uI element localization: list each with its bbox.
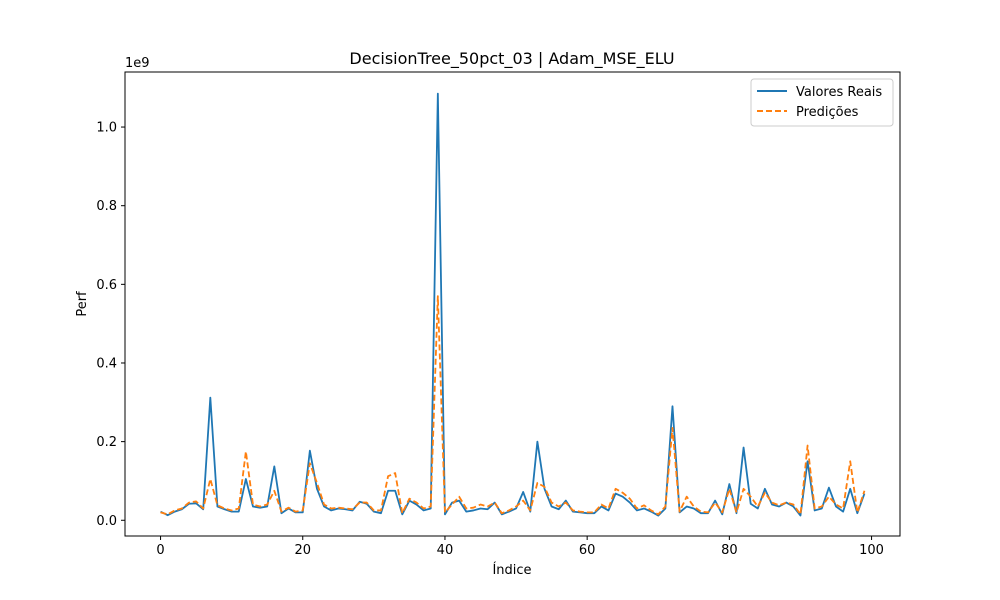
chart-title: DecisionTree_50pct_03 | Adam_MSE_ELU [349, 49, 674, 69]
y-tick-label: 0.4 [96, 356, 117, 371]
series-line-valores-reais [160, 92, 866, 517]
x-tick-label: 100 [859, 543, 884, 558]
y-axis-title: Perf [75, 291, 90, 317]
x-tick-label: 60 [579, 543, 596, 558]
plot-area [160, 92, 866, 517]
legend: Valores Reais Predições [750, 78, 894, 127]
legend-label-valores-reais: Valores Reais [796, 85, 882, 100]
x-tick-label: 40 [437, 543, 454, 558]
series-line-predicoes [160, 295, 866, 516]
y-tick-label: 0.0 [96, 514, 117, 529]
y-tick-label: 1.0 [96, 121, 117, 136]
x-tick-label: 0 [156, 543, 164, 558]
y-tick-label: 0.6 [96, 278, 117, 293]
x-axis: 0 20 40 60 80 100 [156, 536, 884, 558]
axes-frame [124, 71, 901, 537]
x-tick-label: 20 [294, 543, 311, 558]
legend-label-predicoes: Predições [796, 105, 859, 120]
y-axis: 0.0 0.2 0.4 0.6 0.8 1.0 [96, 121, 125, 529]
x-axis-title: Índice [492, 562, 531, 578]
x-tick-label: 80 [721, 543, 738, 558]
y-tick-label: 0.2 [96, 435, 117, 450]
y-tick-label: 0.8 [96, 199, 117, 214]
y-axis-scale-label: 1e9 [125, 56, 150, 71]
